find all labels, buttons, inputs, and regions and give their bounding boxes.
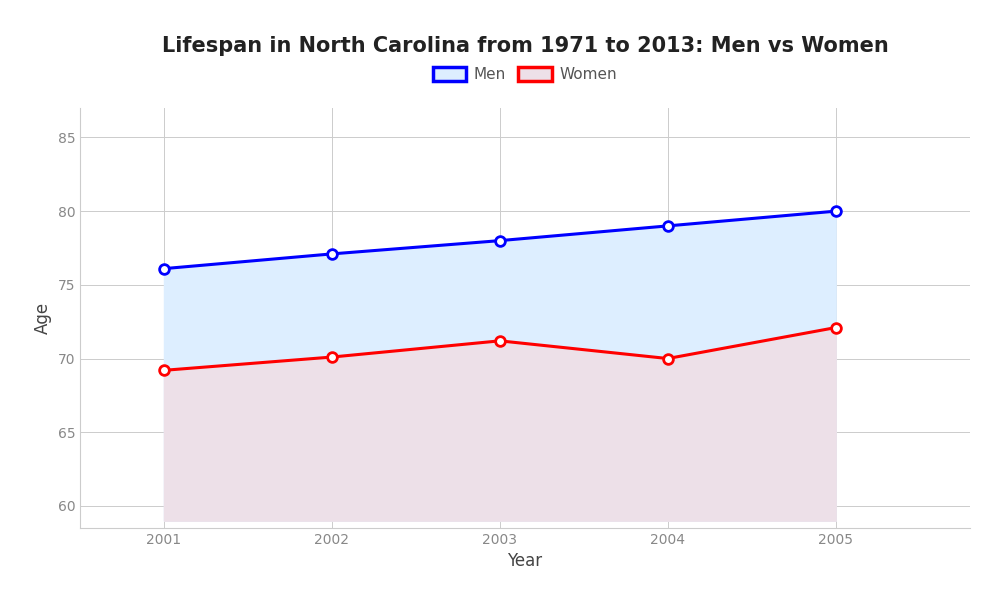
- Y-axis label: Age: Age: [34, 302, 52, 334]
- Title: Lifespan in North Carolina from 1971 to 2013: Men vs Women: Lifespan in North Carolina from 1971 to …: [162, 37, 888, 56]
- Legend: Men, Women: Men, Women: [427, 61, 623, 88]
- X-axis label: Year: Year: [507, 553, 543, 571]
